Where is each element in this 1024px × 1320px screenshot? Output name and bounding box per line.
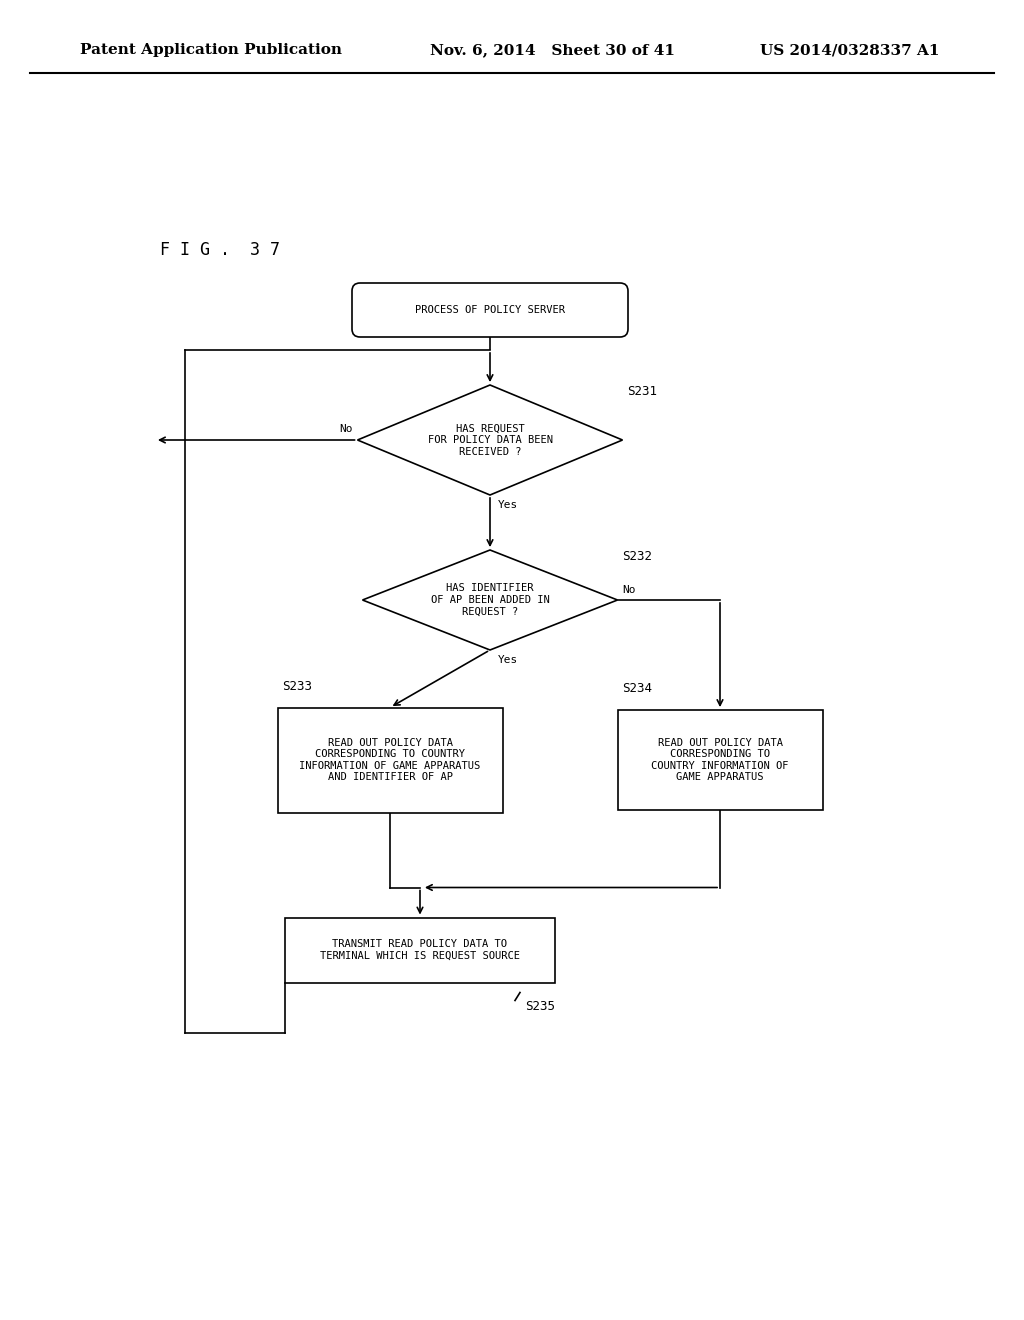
Text: S234: S234 (623, 682, 652, 696)
Bar (278, 708, 503, 813)
Text: PROCESS OF POLICY SERVER: PROCESS OF POLICY SERVER (415, 305, 565, 315)
Text: No: No (623, 585, 636, 595)
Text: HAS IDENTIFIER
OF AP BEEN ADDED IN
REQUEST ?: HAS IDENTIFIER OF AP BEEN ADDED IN REQUE… (431, 583, 549, 616)
Text: Patent Application Publication: Patent Application Publication (80, 44, 342, 57)
Text: S233: S233 (283, 680, 312, 693)
Text: S232: S232 (623, 550, 652, 564)
Text: Nov. 6, 2014   Sheet 30 of 41: Nov. 6, 2014 Sheet 30 of 41 (430, 44, 675, 57)
Text: Yes: Yes (498, 655, 518, 665)
Text: TRANSMIT READ POLICY DATA TO
TERMINAL WHICH IS REQUEST SOURCE: TRANSMIT READ POLICY DATA TO TERMINAL WH… (319, 940, 520, 961)
Text: S231: S231 (628, 385, 657, 399)
Text: S235: S235 (525, 1001, 555, 1014)
Text: HAS REQUEST
FOR POLICY DATA BEEN
RECEIVED ?: HAS REQUEST FOR POLICY DATA BEEN RECEIVE… (427, 424, 553, 457)
Polygon shape (357, 385, 623, 495)
Text: Yes: Yes (498, 500, 518, 510)
Polygon shape (362, 550, 617, 649)
Text: US 2014/0328337 A1: US 2014/0328337 A1 (760, 44, 939, 57)
Text: No: No (339, 424, 352, 434)
FancyBboxPatch shape (352, 282, 628, 337)
Bar (285, 917, 555, 982)
Text: F I G .  3 7: F I G . 3 7 (160, 242, 280, 259)
Text: READ OUT POLICY DATA
CORRESPONDING TO COUNTRY
INFORMATION OF GAME APPARATUS
AND : READ OUT POLICY DATA CORRESPONDING TO CO… (299, 738, 480, 783)
Bar (617, 710, 822, 810)
Text: READ OUT POLICY DATA
CORRESPONDING TO
COUNTRY INFORMATION OF
GAME APPARATUS: READ OUT POLICY DATA CORRESPONDING TO CO… (651, 738, 788, 783)
